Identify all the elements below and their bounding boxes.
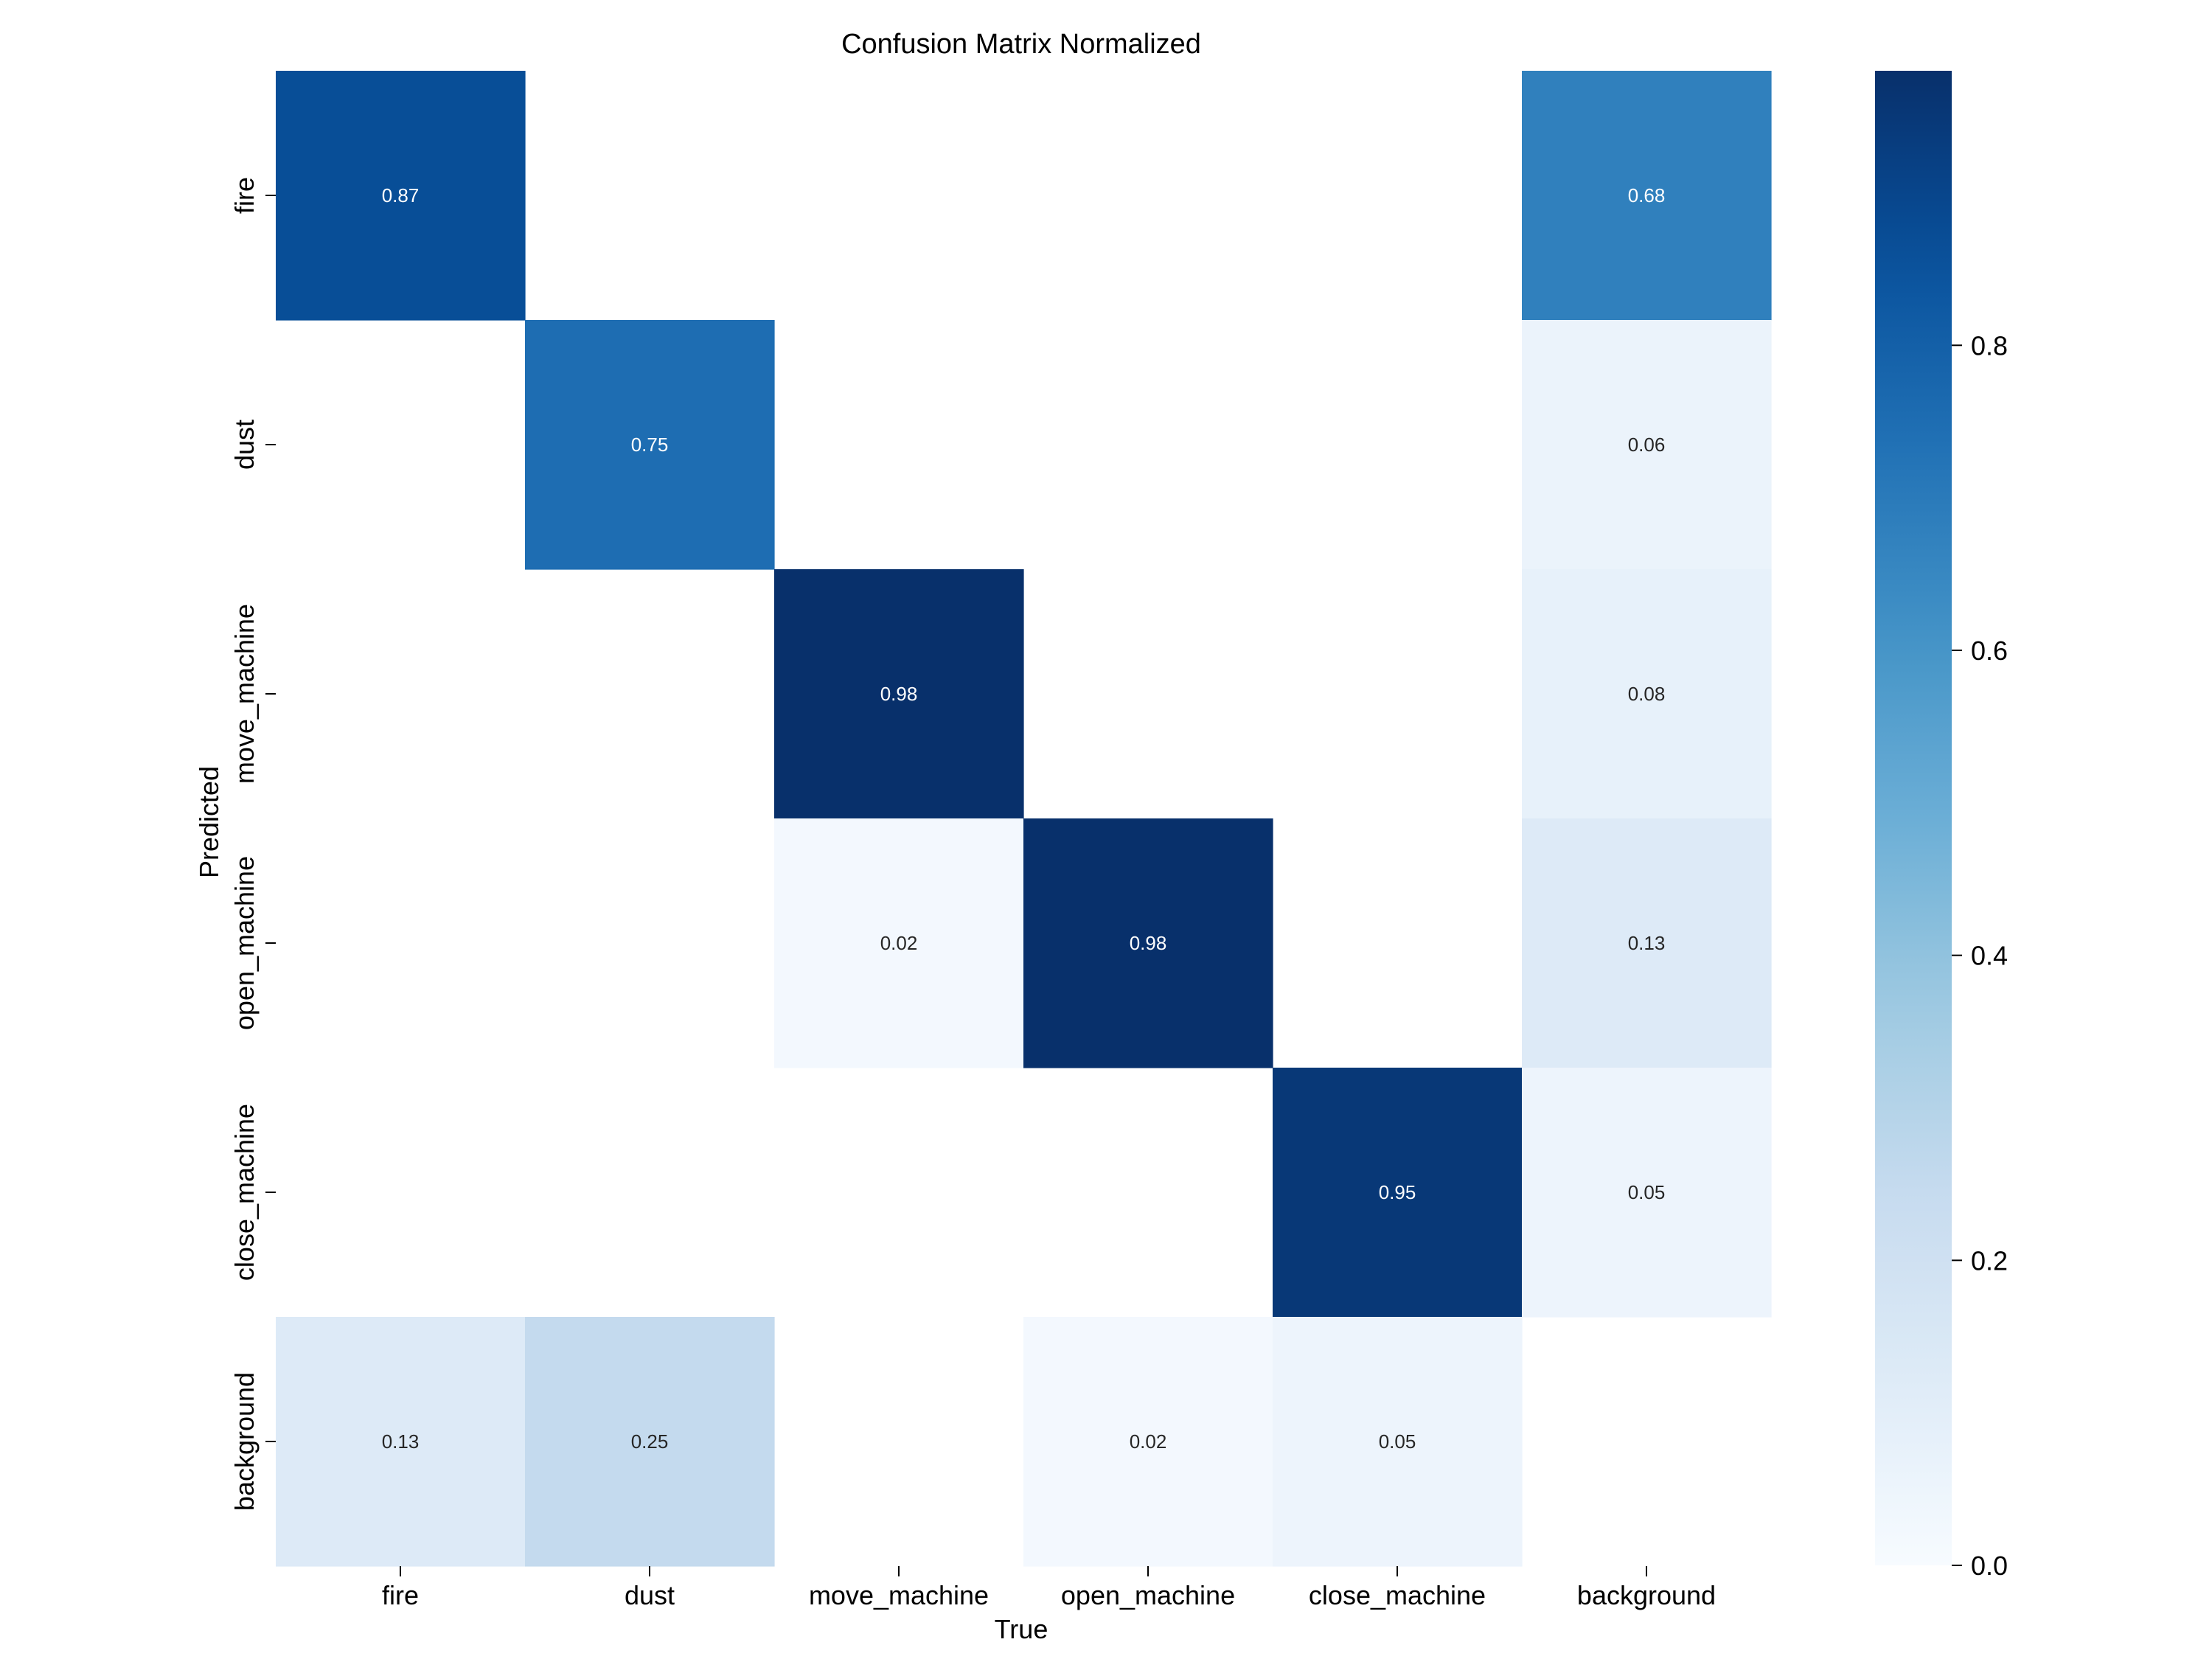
heatmap-cells: [276, 71, 1772, 1567]
cell-value-label: 0.13: [1628, 932, 1666, 954]
cell-value-label: 0.98: [880, 683, 918, 705]
heatmap-cell: [1522, 320, 1772, 570]
cell-value-label: 0.05: [1628, 1181, 1666, 1203]
cell-value-label: 0.95: [1379, 1181, 1416, 1203]
heatmap-cell: [1023, 1317, 1273, 1567]
x-axis-label: True: [995, 1614, 1048, 1644]
colorbar-tick-label: 0.4: [1971, 941, 2008, 971]
heatmap-cell: [774, 818, 1024, 1068]
heatmap-cell: [276, 1317, 526, 1567]
heatmap-cell: [1023, 818, 1273, 1068]
colorbar-tick-label: 0.8: [1971, 330, 2008, 361]
heatmap-cell: [1522, 1068, 1772, 1318]
chart-title: Confusion Matrix Normalized: [841, 29, 1201, 60]
colorbar: [1875, 71, 1952, 1565]
heatmap-cell: [1273, 1068, 1523, 1318]
x-axis-ticks: fire dust move_machine open_machine close_ma…: [382, 1566, 1716, 1610]
x-tick-label-fire: fire: [382, 1580, 419, 1610]
y-tick-label-open-machine: open_machine: [229, 856, 260, 1030]
x-tick-label-background: background: [1577, 1580, 1716, 1610]
colorbar-tick-label: 0.0: [1971, 1551, 2008, 1581]
heatmap-cell: [276, 71, 526, 321]
x-tick-label-move-machine: move_machine: [809, 1580, 989, 1610]
cell-value-label: 0.02: [1130, 1430, 1167, 1453]
colorbar-tick-label: 0.6: [1971, 636, 2008, 666]
heatmap-cell: [525, 1317, 775, 1567]
cell-value-label: 0.02: [880, 932, 918, 954]
x-tick-label-dust: dust: [625, 1580, 675, 1610]
cell-value-label: 0.05: [1379, 1430, 1416, 1453]
heatmap-cell: [1522, 71, 1772, 321]
cell-value-label: 0.08: [1628, 683, 1666, 705]
y-axis-ticks: fire dust move_machine open_machine close_ma…: [229, 177, 276, 1511]
heatmap-cell: [774, 569, 1024, 819]
cell-value-label: 0.13: [382, 1430, 420, 1453]
y-axis-label: Predicted: [194, 766, 224, 878]
cell-value-label: 0.25: [631, 1430, 669, 1453]
heatmap-cell-labels: 0.87 0.68 0.75 0.06 0.98 0.08 0.02 0.98 0.13 0.95…: [382, 184, 1666, 1453]
y-tick-label-fire: fire: [229, 177, 260, 214]
heatmap-cell: [525, 320, 775, 570]
cell-value-label: 0.75: [631, 434, 669, 456]
colorbar-tick-label: 0.2: [1971, 1245, 2008, 1276]
y-tick-label-close-machine: close_machine: [229, 1104, 260, 1281]
colorbar-ticks: 0.0 0.2 0.4 0.6 0.8: [1952, 330, 2008, 1581]
heatmap-cell: [1273, 1317, 1523, 1567]
heatmap-cell: [1522, 818, 1772, 1068]
x-tick-label-open-machine: open_machine: [1061, 1580, 1235, 1610]
y-tick-label-move-machine: move_machine: [229, 604, 260, 784]
cell-value-label: 0.87: [382, 184, 420, 206]
x-tick-label-close-machine: close_machine: [1309, 1580, 1486, 1610]
y-tick-label-dust: dust: [229, 420, 260, 470]
y-tick-label-background: background: [229, 1372, 260, 1511]
cell-value-label: 0.68: [1628, 184, 1666, 206]
heatmap-cell: [1522, 569, 1772, 819]
cell-value-label: 0.06: [1628, 434, 1666, 456]
cell-value-label: 0.98: [1130, 932, 1167, 954]
